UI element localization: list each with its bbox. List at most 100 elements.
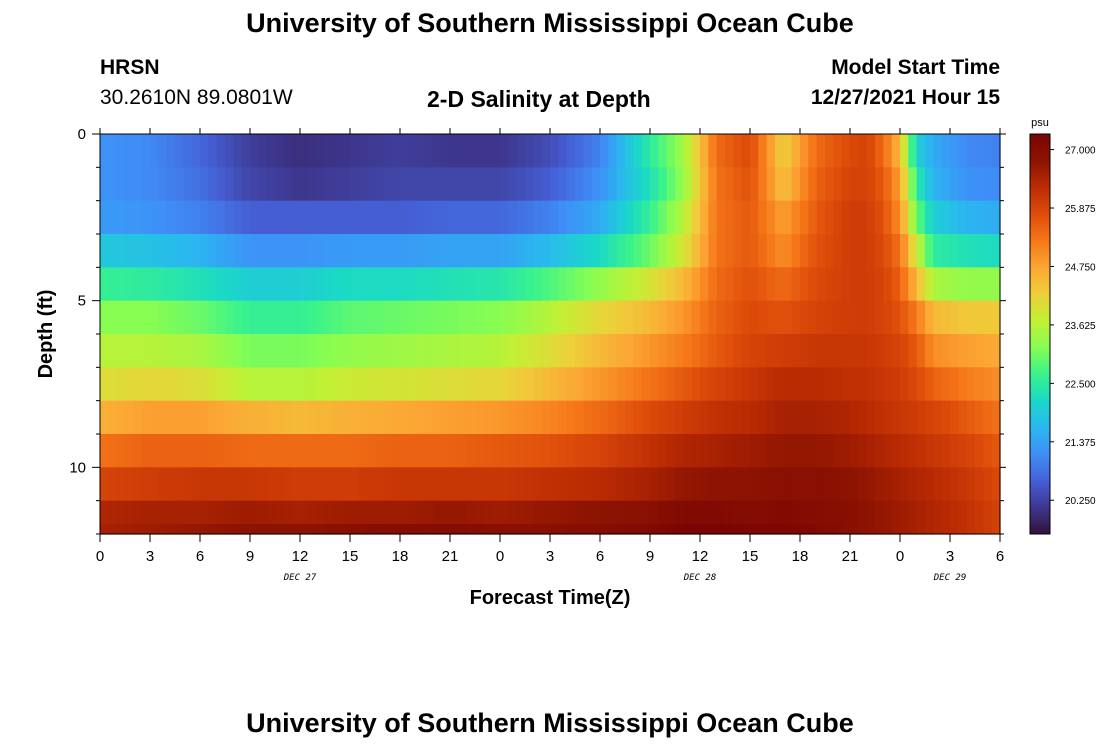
heatmap-cell [208, 400, 218, 435]
heatmap-cell [166, 134, 176, 168]
heatmap-cell [283, 524, 293, 535]
heatmap-cell [175, 434, 184, 468]
heatmap-cell [250, 167, 259, 202]
heatmap-cell [633, 524, 643, 535]
heatmap-cell [300, 500, 309, 525]
heatmap-cell [125, 267, 134, 302]
heatmap-cell [341, 400, 351, 435]
heatmap-cell [766, 334, 776, 368]
heatmap-cell [533, 267, 543, 302]
heatmap-cell [833, 267, 843, 302]
heatmap-cell [825, 334, 834, 368]
heatmap-cell [475, 467, 484, 502]
heatmap-cell [508, 400, 518, 435]
heatmap-cell [166, 234, 176, 268]
heatmap-cell [750, 134, 759, 168]
heatmap-cell [191, 200, 201, 235]
heatmap-cell [991, 167, 1001, 202]
heatmap-cell [508, 300, 518, 335]
heatmap-cell [900, 134, 909, 168]
heatmap-cell [500, 400, 509, 435]
heatmap-cell [450, 267, 459, 302]
heatmap-cell [183, 200, 193, 235]
heatmap-cell [925, 334, 934, 368]
heatmap-cell [775, 200, 784, 235]
heatmap-cell [116, 524, 126, 535]
heatmap-cell [266, 367, 276, 402]
heatmap-cell [241, 334, 251, 368]
heatmap-cell [741, 300, 751, 335]
heatmap-cell [608, 300, 618, 335]
heatmap-cell [158, 334, 168, 368]
heatmap-cell [891, 500, 901, 525]
heatmap-cell [383, 167, 393, 202]
heatmap-cell [458, 200, 468, 235]
heatmap-cell [766, 400, 776, 435]
heatmap-cell [108, 524, 118, 535]
heatmap-cell [941, 234, 951, 268]
heatmap-cell [383, 434, 393, 468]
heatmap-cell [841, 400, 851, 435]
heatmap-cell [791, 467, 801, 502]
heatmap-cell [566, 200, 576, 235]
heatmap-cell [266, 500, 276, 525]
heatmap-cell [108, 367, 118, 402]
heatmap-cell [633, 367, 643, 402]
heatmap-cell [641, 300, 651, 335]
heatmap-cell [991, 400, 1001, 435]
heatmap-cell [225, 200, 234, 235]
heatmap-cell [608, 367, 618, 402]
heatmap-cell [808, 467, 818, 502]
heatmap-cell [541, 400, 551, 435]
heatmap-cell [183, 267, 193, 302]
heatmap-cell [225, 367, 234, 402]
heatmap-cell [858, 267, 868, 302]
heatmap-cell [525, 334, 534, 368]
heatmap-cell [500, 334, 509, 368]
heatmap-cell [916, 267, 926, 302]
heatmap-cell [625, 500, 634, 525]
heatmap-cell [233, 134, 243, 168]
heatmap-cell [333, 234, 343, 268]
heatmap-cell [758, 524, 768, 535]
heatmap-cell [608, 467, 618, 502]
heatmap-cell [575, 167, 584, 202]
heatmap-cell [375, 300, 384, 335]
heatmap-cell [650, 134, 659, 168]
heatmap-cell [266, 300, 276, 335]
heatmap-cell [575, 134, 584, 168]
heatmap-cell [333, 467, 343, 502]
heatmap-cell [408, 434, 418, 468]
heatmap-cell [691, 500, 701, 525]
heatmap-cell [550, 334, 559, 368]
heatmap-cell [241, 267, 251, 302]
heatmap-cell [616, 134, 626, 168]
heatmap-cell [750, 524, 759, 535]
heatmap-cell [175, 134, 184, 168]
heatmap-cell [516, 134, 526, 168]
heatmap-cell [933, 300, 943, 335]
heatmap-cell [558, 434, 568, 468]
heatmap-cell [558, 524, 568, 535]
heatmap-cell [100, 267, 109, 302]
heatmap-cell [600, 434, 609, 468]
heatmap-cell [133, 400, 143, 435]
heatmap-cell [941, 134, 951, 168]
heatmap-cell [775, 167, 784, 202]
heatmap-cell [333, 367, 343, 402]
heatmap-cell [575, 500, 584, 525]
heatmap-cell [258, 300, 268, 335]
heatmap-cell [608, 167, 618, 202]
heatmap-cell [658, 267, 668, 302]
heatmap-cell [725, 467, 734, 502]
heatmap-cell [666, 524, 676, 535]
heatmap-cell [916, 167, 926, 202]
heatmap-cell [833, 434, 843, 468]
heatmap-cell [983, 234, 993, 268]
heatmap-cell [258, 234, 268, 268]
heatmap-cell [416, 434, 426, 468]
heatmap-cell [991, 334, 1001, 368]
heatmap-cell [858, 334, 868, 368]
heatmap-cell [525, 234, 534, 268]
heatmap-cell [516, 167, 526, 202]
